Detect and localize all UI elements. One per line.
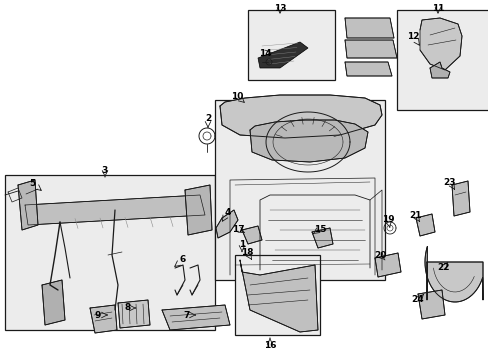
Text: 6: 6 — [180, 256, 186, 265]
Text: 5: 5 — [29, 179, 35, 188]
Polygon shape — [451, 181, 469, 216]
Polygon shape — [184, 185, 212, 235]
Text: 7: 7 — [183, 310, 190, 320]
Text: 15: 15 — [313, 225, 325, 234]
Text: 19: 19 — [381, 215, 393, 224]
Text: 10: 10 — [230, 91, 243, 100]
Polygon shape — [18, 180, 38, 230]
Text: 12: 12 — [406, 32, 418, 41]
Polygon shape — [424, 247, 482, 302]
Polygon shape — [118, 300, 150, 328]
Text: 16: 16 — [263, 341, 276, 350]
Bar — [5, 175, 215, 330]
Polygon shape — [345, 40, 396, 58]
Text: 20: 20 — [373, 251, 386, 260]
Polygon shape — [220, 95, 381, 138]
Polygon shape — [419, 18, 461, 70]
Text: 9: 9 — [95, 310, 101, 320]
Text: 11: 11 — [431, 4, 443, 13]
Text: 22: 22 — [436, 264, 448, 273]
Text: 21: 21 — [408, 211, 420, 220]
Bar — [396, 10, 488, 110]
Polygon shape — [42, 280, 65, 325]
Polygon shape — [258, 42, 307, 68]
Polygon shape — [162, 305, 229, 330]
Text: 8: 8 — [124, 303, 131, 312]
Polygon shape — [345, 18, 393, 38]
Text: 17: 17 — [231, 225, 244, 234]
Polygon shape — [429, 62, 449, 78]
Polygon shape — [216, 210, 238, 238]
Polygon shape — [311, 228, 332, 248]
Text: 18: 18 — [240, 248, 253, 257]
Polygon shape — [25, 195, 204, 225]
Text: 13: 13 — [273, 4, 285, 13]
Bar — [215, 100, 384, 280]
Text: 23: 23 — [443, 177, 455, 186]
Polygon shape — [90, 305, 117, 333]
Polygon shape — [249, 120, 367, 162]
Bar — [235, 255, 319, 335]
Polygon shape — [345, 62, 391, 76]
Text: 2: 2 — [204, 113, 211, 122]
Polygon shape — [415, 214, 434, 236]
Text: 4: 4 — [224, 207, 231, 216]
Polygon shape — [374, 253, 400, 277]
Polygon shape — [417, 290, 444, 319]
Text: 24: 24 — [411, 296, 424, 305]
Polygon shape — [242, 226, 262, 244]
Polygon shape — [240, 260, 317, 332]
Text: 14: 14 — [258, 49, 271, 58]
Text: 1: 1 — [238, 239, 244, 248]
Text: 3: 3 — [102, 166, 108, 175]
Bar — [247, 10, 334, 80]
